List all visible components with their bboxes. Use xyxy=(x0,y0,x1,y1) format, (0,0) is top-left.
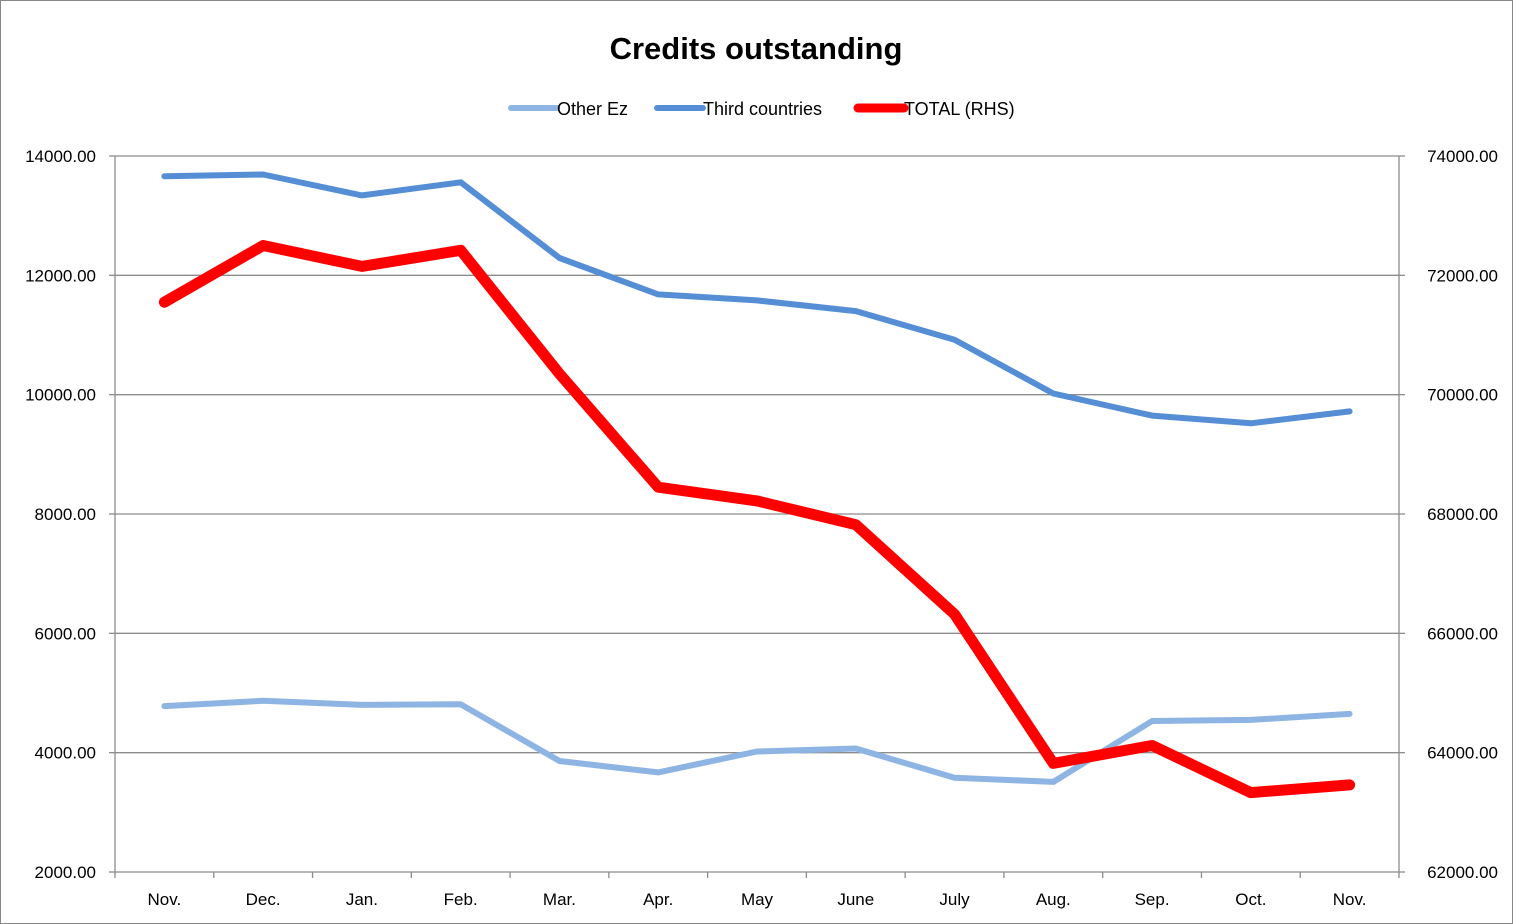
x-tick-label: May xyxy=(741,890,774,909)
right-y-tick-label: 72000.00 xyxy=(1427,266,1498,285)
x-tick-label: Aug. xyxy=(1036,890,1071,909)
right-y-tick-label: 68000.00 xyxy=(1427,505,1498,524)
legend-label: Third countries xyxy=(703,99,822,119)
legend-label: TOTAL (RHS) xyxy=(904,99,1015,119)
left-y-tick-label: 2000.00 xyxy=(35,863,96,882)
right-y-tick-label: 64000.00 xyxy=(1427,744,1498,763)
x-axis-ticks: Nov. Dec. Jan. Feb. Mar. Apr. May June July Aug. S… xyxy=(148,890,1367,909)
x-tick-label: Apr. xyxy=(643,890,673,909)
legend: Other Ez Third countries TOTAL (RHS) xyxy=(508,99,1015,119)
legend-label: Other Ez xyxy=(557,99,628,119)
x-tick-label: Sep. xyxy=(1135,890,1170,909)
x-tick-label: Dec. xyxy=(246,890,281,909)
right-y-tick-label: 66000.00 xyxy=(1427,624,1498,643)
left-y-tick-label: 6000.00 xyxy=(35,624,96,643)
legend-item-other-ez: Other Ez xyxy=(508,99,628,119)
left-y-axis-ticks: 2000.00 4000.00 6000.00 8000.00 10000.00 1200… xyxy=(25,147,96,882)
legend-item-third-countries: Third countries xyxy=(654,99,822,119)
right-y-tick-label: 70000.00 xyxy=(1427,386,1498,405)
right-y-tick-label: 74000.00 xyxy=(1427,147,1498,166)
left-y-tick-label: 10000.00 xyxy=(25,386,96,405)
x-tick-label: Nov. xyxy=(148,890,182,909)
legend-item-total-rhs: TOTAL (RHS) xyxy=(853,99,1015,119)
x-tick-label: Nov. xyxy=(1333,890,1367,909)
axes xyxy=(109,155,1405,878)
right-y-axis-ticks: 62000.00 64000.00 66000.00 68000.00 70000.00… xyxy=(1427,147,1498,882)
left-y-tick-label: 12000.00 xyxy=(25,266,96,285)
series-lines xyxy=(158,171,1356,799)
left-y-tick-label: 4000.00 xyxy=(35,744,96,763)
x-tick-label: Jan. xyxy=(346,890,378,909)
series-line-total-rhs xyxy=(158,240,1356,799)
x-tick-label: July xyxy=(939,890,970,909)
left-y-tick-label: 8000.00 xyxy=(35,505,96,524)
gridlines xyxy=(115,155,1399,754)
x-tick-label: Feb. xyxy=(444,890,478,909)
x-tick-label: Mar. xyxy=(543,890,576,909)
series-line-third-countries xyxy=(161,171,1353,427)
x-tick-label: Oct. xyxy=(1235,890,1266,909)
x-tick-label: June xyxy=(837,890,874,909)
right-y-tick-label: 62000.00 xyxy=(1427,863,1498,882)
series-line-other-ez xyxy=(161,697,1353,785)
left-y-tick-label: 14000.00 xyxy=(25,147,96,166)
chart-title: Credits outstanding xyxy=(610,31,903,66)
